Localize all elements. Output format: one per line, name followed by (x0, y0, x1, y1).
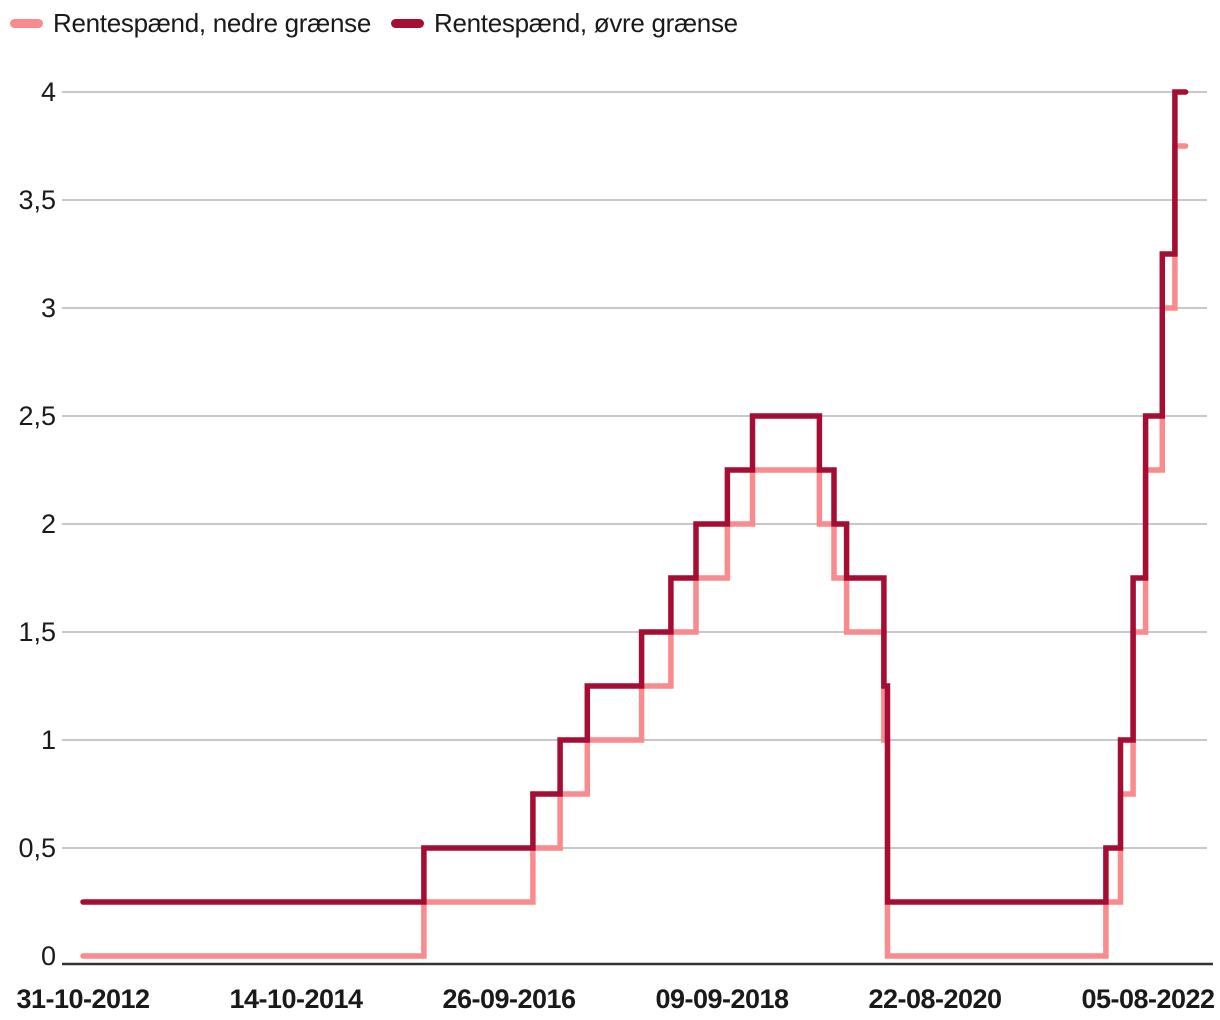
y-tick-label: 2,5 (18, 401, 56, 431)
upper-bound-line-swatch-icon (391, 19, 425, 28)
upper-bound-step-line (80, 89, 1189, 905)
lower-bound-step-line (80, 143, 1189, 959)
x-tick-label: 09-09-2018 (655, 984, 789, 1014)
legend-label-upper-bound: Rentespænd, øvre grænse (434, 8, 738, 38)
x-tick-label: 26-09-2016 (442, 984, 576, 1014)
lower-bound-line-swatch-icon (10, 19, 43, 28)
x-tick-label: 05-08-2022 (1081, 984, 1214, 1014)
legend-item-lower-bound: Rentespænd, nedre grænse (10, 8, 371, 39)
legend-item-upper-bound: Rentespænd, øvre grænse (391, 8, 738, 39)
y-tick-label: 3,5 (18, 185, 56, 215)
y-tick-label: 1,5 (18, 617, 56, 647)
y-tick-label: 4 (41, 77, 56, 107)
y-tick-label: 2 (41, 509, 56, 539)
x-tick-label: 22-08-2020 (868, 984, 1001, 1014)
y-tick-label: 0 (41, 941, 56, 971)
y-tick-label: 0,5 (18, 833, 56, 863)
x-tick-label: 31-10-2012 (16, 984, 149, 1014)
y-tick-label: 1 (41, 725, 56, 755)
x-tick-label: 14-10-2014 (229, 984, 363, 1014)
y-tick-label: 3 (41, 293, 56, 323)
legend-label-lower-bound: Rentespænd, nedre grænse (53, 8, 372, 38)
chart-legend: Rentespænd, nedre grænse Rentespænd, øvr… (10, 8, 738, 39)
